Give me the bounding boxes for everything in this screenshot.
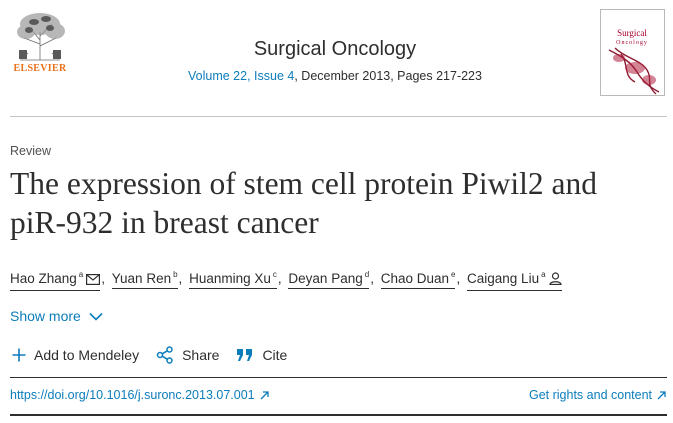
cover-title-line1: Surgical <box>617 28 647 38</box>
add-to-mendeley-label: Add to Mendeley <box>34 347 140 363</box>
cover-title-line2: Oncology <box>616 40 648 46</box>
email-icon[interactable] <box>86 272 101 289</box>
author-separator: , <box>101 271 106 286</box>
author-link[interactable]: Caigang Liu a <box>467 266 562 291</box>
author-link[interactable]: Deyan Pang d <box>288 266 370 289</box>
author-affiliation-mark: e <box>451 270 456 279</box>
elsevier-logo[interactable] <box>10 10 70 76</box>
author-affiliation-mark: a <box>541 270 546 279</box>
share-button[interactable]: Share <box>156 346 219 364</box>
author-affiliation-mark: a <box>78 270 84 279</box>
person-icon[interactable] <box>548 272 562 289</box>
author-link[interactable]: Yuan Ren b <box>111 266 178 289</box>
author-separator: , <box>370 271 374 286</box>
author-list: Hao Zhang a, Yuan Ren b, Huanming Xu c, Dey… <box>10 266 562 291</box>
author-link[interactable]: Chao Duan e <box>380 266 456 289</box>
author-separator: , <box>277 271 282 286</box>
author-name: Chao Duan <box>380 271 450 286</box>
author-affiliation-mark: b <box>173 270 178 279</box>
journal-title[interactable]: Surgical Oncology <box>253 38 417 60</box>
external-link-icon <box>260 390 269 399</box>
article-type: Review <box>10 144 51 158</box>
author-name: Huanming Xu <box>189 271 271 286</box>
author-name: Hao Zhang <box>10 271 77 286</box>
author-link[interactable]: Huanming Xu c <box>189 266 277 289</box>
author-name: Caigang Liu <box>467 271 540 286</box>
plus-icon <box>12 348 26 362</box>
cite-label: Cite <box>262 347 288 363</box>
author-affiliation-mark: c <box>272 270 277 279</box>
author-link[interactable]: Hao Zhang a <box>10 266 101 291</box>
issue-link[interactable]: Volume 22, Issue 4 <box>188 69 295 83</box>
issue-details: , December 2013, Pages 217-223 <box>294 69 482 83</box>
add-to-mendeley-button[interactable]: Add to Mendeley <box>12 347 139 363</box>
cover-image: Surgical Oncology <box>601 10 664 95</box>
article-header: ELSEVIER Surgical Oncology Volume 22, Is… <box>0 0 673 104</box>
doi-link[interactable]: https://doi.org/10.1016/j.suronc.2013.07… <box>10 388 269 402</box>
cite-button[interactable]: Cite <box>236 347 287 363</box>
author-separator: , <box>456 271 461 286</box>
issue-info: Volume 22, Issue 4, December 2013, Pages… <box>120 69 550 83</box>
elsevier-wordmark: ELSEVIER <box>13 63 67 74</box>
share-label: Share <box>182 347 220 363</box>
footer-divider <box>10 414 667 416</box>
quote-icon <box>237 349 253 361</box>
article-title: The expression of stem cell protein Piwi… <box>10 166 597 240</box>
show-more-label: Show more <box>10 308 81 324</box>
external-link-icon <box>657 390 666 399</box>
article-actions: Add to Mendeley Share Cite <box>12 346 304 364</box>
author-affiliation-mark: d <box>364 270 370 279</box>
header-divider <box>10 116 667 117</box>
actions-divider <box>10 377 667 378</box>
author-name: Deyan Pang <box>288 271 363 286</box>
elsevier-tree-icon <box>10 10 70 62</box>
doi-text: https://doi.org/10.1016/j.suronc.2013.07… <box>10 388 255 402</box>
journal-cover-thumbnail[interactable]: Surgical Oncology <box>600 9 665 96</box>
chevron-down-icon <box>89 312 103 321</box>
show-more-toggle[interactable]: Show more <box>10 308 103 324</box>
get-rights-text: Get rights and content <box>529 388 652 402</box>
get-rights-link[interactable]: Get rights and content <box>529 388 666 402</box>
author-name: Yuan Ren <box>111 271 172 286</box>
author-separator: , <box>178 271 183 286</box>
share-icon <box>156 346 173 364</box>
